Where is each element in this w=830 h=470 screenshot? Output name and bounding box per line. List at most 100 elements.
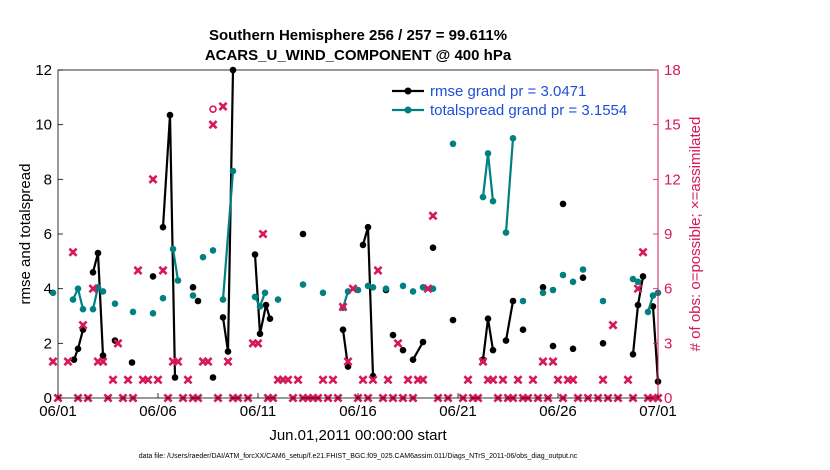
- obs-assimilated-marker: [373, 265, 383, 275]
- series-point: [579, 274, 587, 282]
- series-point: [649, 303, 657, 310]
- chart-title-line-2: ACARS_U_WIND_COMPONENT @ 400 hPa: [205, 47, 512, 64]
- series-point: [128, 359, 136, 366]
- obs-x-center: [285, 377, 291, 382]
- obs-x-center: [220, 104, 226, 109]
- obs-x-center: [140, 377, 146, 382]
- series-point: [569, 345, 577, 353]
- series-point: [89, 269, 97, 276]
- series-line: [171, 248, 180, 281]
- obs-x-center: [280, 377, 286, 382]
- obs-assimilated-marker: [428, 211, 438, 221]
- series-point: [559, 271, 567, 279]
- obs-x-center: [160, 268, 166, 273]
- obs-assimilated-marker: [98, 357, 108, 367]
- legend-spread-label: totalspread grand pr = 3.1554: [430, 102, 627, 119]
- obs-assimilated-marker: [123, 375, 133, 385]
- obs-assimilated-marker: [148, 174, 158, 184]
- obs-assimilated-marker: [358, 375, 368, 385]
- series-point: [649, 292, 657, 299]
- series-point: [219, 314, 227, 321]
- series-line: [504, 138, 515, 233]
- obs-x-center: [65, 359, 71, 364]
- series-point: [274, 296, 282, 303]
- x-tick-label: 06/26: [539, 403, 577, 420]
- series-point: [364, 223, 372, 231]
- obs-assimilated-marker: [598, 375, 608, 385]
- series-point: [639, 273, 647, 280]
- obs-x-center: [260, 231, 266, 237]
- obs-assimilated-marker: [513, 375, 523, 385]
- series-line: [504, 300, 515, 341]
- series-point: [224, 348, 232, 355]
- x-tick-label: 06/01: [39, 403, 77, 420]
- series-point: [579, 266, 587, 273]
- series-point: [364, 282, 372, 290]
- obs-x-center: [420, 377, 426, 382]
- series-point: [111, 300, 119, 308]
- series-point: [209, 247, 217, 254]
- y-right-tick-label: 3: [664, 335, 672, 352]
- obs-x-center: [610, 322, 616, 328]
- obs-x-center: [50, 359, 56, 364]
- obs-x-center: [295, 377, 301, 382]
- obs-x-center: [340, 304, 346, 310]
- series-point: [449, 140, 457, 148]
- obs-assimilated-marker: [293, 375, 303, 385]
- series-point: [251, 251, 259, 258]
- obs-x-center: [175, 359, 181, 364]
- obs-assimilated-marker: [423, 284, 433, 294]
- obs-x-center: [135, 268, 141, 273]
- series-point: [174, 277, 182, 284]
- obs-x-center: [115, 341, 121, 346]
- obs-assimilated-marker: [348, 284, 358, 294]
- obs-assimilated-marker: [638, 247, 648, 257]
- y-tick-label: 4: [44, 281, 52, 298]
- obs-assimilated-marker: [223, 357, 233, 367]
- legend-rmse-marker: [404, 87, 412, 95]
- obs-assimilated-marker: [343, 357, 353, 367]
- series-point: [299, 230, 307, 238]
- legend: rmse grand pr = 3.0471 totalspread grand…: [386, 78, 652, 122]
- y-right-tick-label: 15: [664, 117, 681, 134]
- series-point: [251, 293, 259, 301]
- left-axis: 0 2 4 6 8 10 12: [35, 62, 63, 407]
- obs-x-center: [600, 377, 606, 382]
- right-axis: 0 3 6 9 12 15 18: [653, 62, 681, 407]
- obs-assimilated-marker: [403, 375, 413, 385]
- x-axis: 06/01 06/06 06/11 06/16 06/21 06/26 07/01: [39, 393, 677, 420]
- obs-x-center: [100, 359, 106, 364]
- obs-x-center: [640, 250, 646, 255]
- obs-assimilated-marker: [113, 338, 123, 348]
- x-tick-label: 06/06: [139, 403, 177, 420]
- series-point: [399, 282, 407, 290]
- obs-assimilated-marker: [108, 375, 118, 385]
- series-point: [189, 292, 197, 299]
- obs-assimilated-marker: [173, 357, 183, 367]
- obs-assimilated-marker: [488, 375, 498, 385]
- obs-x-center: [125, 377, 131, 382]
- obs-x-center: [225, 359, 231, 364]
- obs-x-center: [425, 286, 431, 291]
- x-axis-label: Jun.01,2011 00:00:00 start: [269, 427, 447, 444]
- series-point: [429, 244, 437, 251]
- obs-x-center: [360, 377, 366, 382]
- legend-spread-marker: [404, 106, 412, 114]
- series-rmse: [70, 66, 662, 385]
- series-point: [344, 288, 352, 295]
- obs-x-center: [515, 377, 521, 382]
- series-point: [599, 297, 607, 305]
- obs-x-center: [500, 377, 506, 382]
- obs-x-center: [550, 359, 556, 364]
- series-point: [559, 200, 567, 208]
- series-point: [539, 284, 547, 291]
- series-point: [399, 346, 407, 354]
- x-tick-label: 06/16: [339, 403, 377, 420]
- series-point: [219, 296, 227, 303]
- x-tick-label: 06/11: [240, 403, 276, 420]
- obs-x-center: [385, 377, 391, 382]
- series-point: [502, 229, 510, 236]
- obs-x-center: [405, 377, 411, 382]
- y-right-tick-label: 9: [664, 226, 672, 243]
